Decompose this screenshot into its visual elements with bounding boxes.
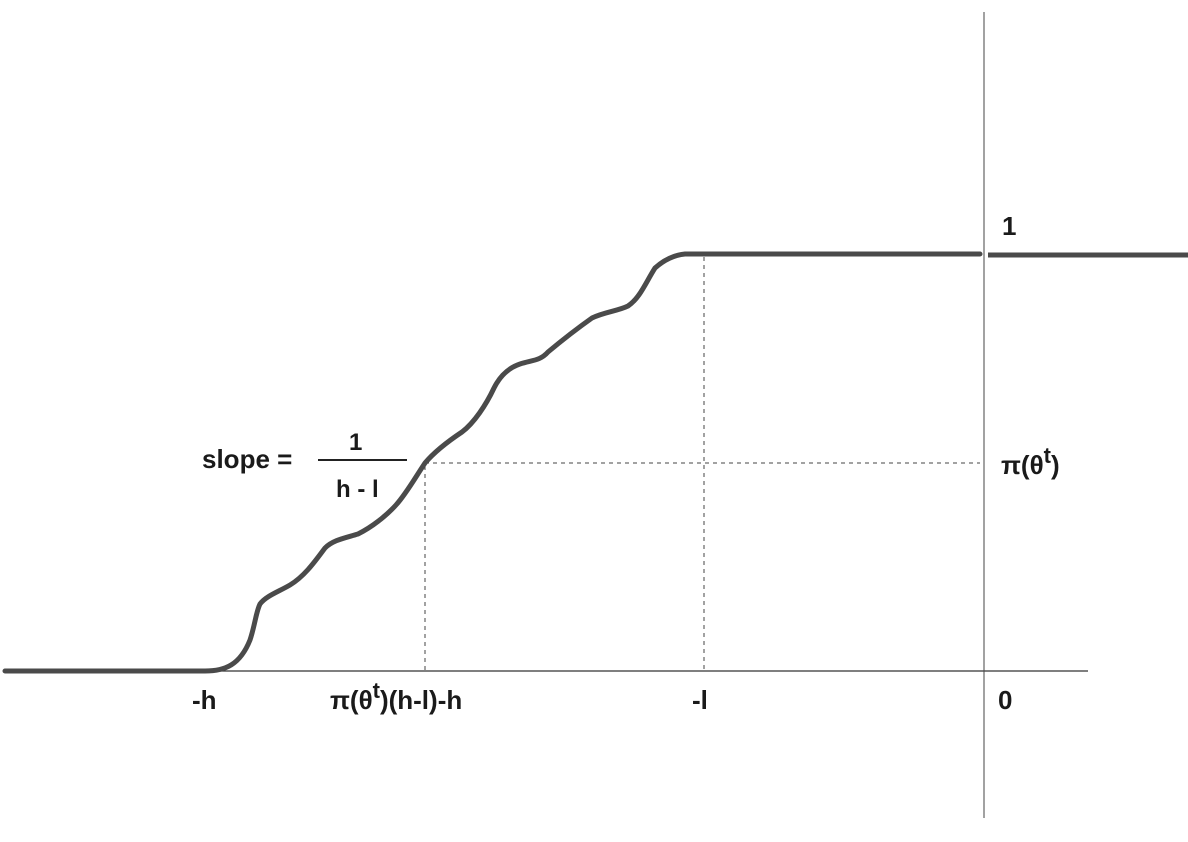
label-y-pi-theta-main: π(θ — [1001, 450, 1044, 480]
label-x-mid-rest: )(h-l)-h — [380, 685, 462, 715]
label-x-mid-main: π(θ — [330, 685, 373, 715]
label-y-pi-theta: π(θt) — [1001, 443, 1060, 480]
label-x-neg-l: -l — [692, 685, 708, 715]
slope-numerator: 1 — [349, 429, 362, 456]
curve — [2, 251, 983, 674]
label-y-one: 1 — [1002, 211, 1016, 241]
slope-denominator: h - l — [336, 476, 379, 503]
label-x-neg-h: -h — [192, 685, 217, 715]
label-y-pi-theta-sup: t — [1044, 443, 1052, 468]
label-x-mid-sup: t — [373, 678, 381, 703]
label-x-zero: 0 — [998, 685, 1012, 715]
label-x-mid: π(θt)(h-l)-h — [330, 678, 462, 715]
label-y-pi-theta-close: ) — [1051, 450, 1060, 480]
slope-prefix: slope = — [202, 444, 292, 474]
